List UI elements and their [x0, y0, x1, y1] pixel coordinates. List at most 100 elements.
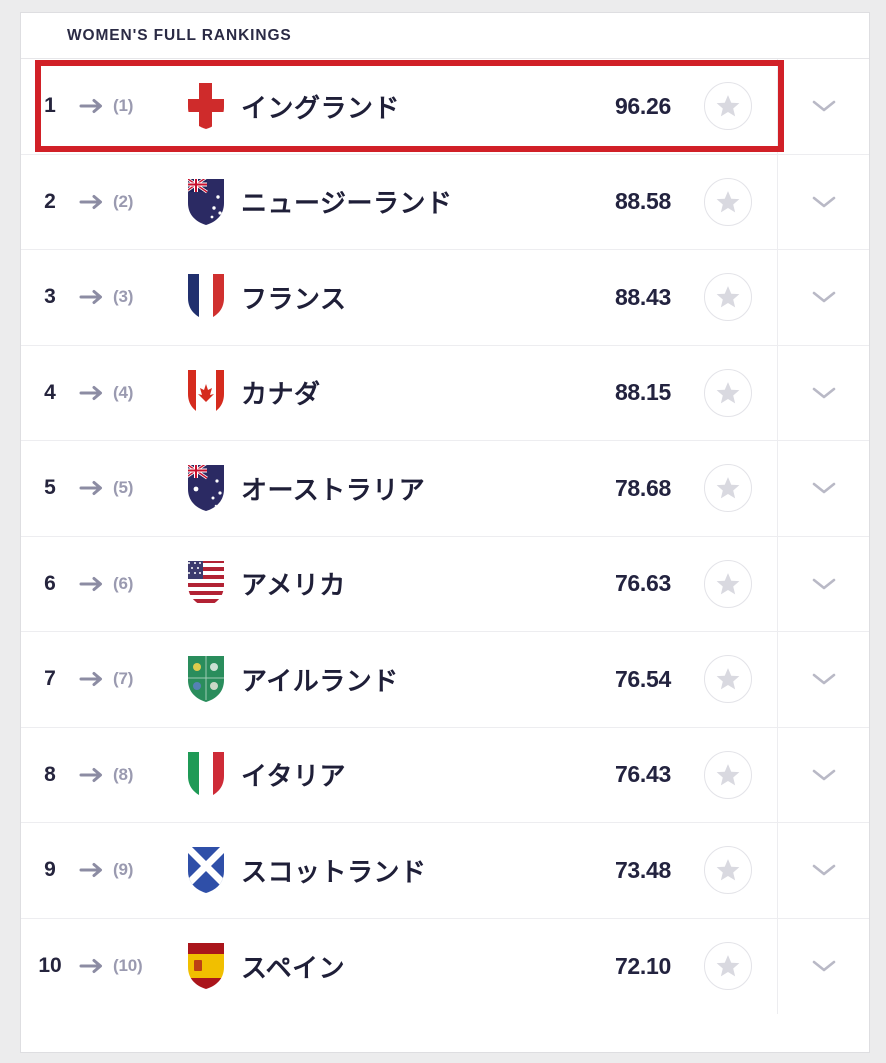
rank-number: 1 — [44, 94, 56, 118]
star-icon — [716, 381, 740, 404]
favorite-button[interactable] — [704, 942, 752, 991]
england-flag — [188, 83, 224, 130]
previous-rank: (9) — [113, 860, 134, 880]
rank-number: 3 — [44, 285, 56, 309]
team-points: 88.58 — [614, 188, 671, 215]
table-row[interactable]: 8 (8) イタリア 76.43 — [21, 727, 869, 823]
previous-rank: (3) — [113, 287, 134, 307]
team-flag — [175, 654, 237, 704]
team-points: 76.43 — [614, 761, 671, 788]
table-row[interactable]: 1 (1) イングランド 96.26 — [21, 59, 869, 155]
expand-row-button[interactable] — [777, 632, 869, 727]
table-row[interactable]: 4 (4) カナダ 88.15 — [21, 345, 869, 441]
table-row[interactable]: 10 (10) スペイン 72.10 — [21, 918, 869, 1014]
chevron-down-icon — [812, 960, 835, 972]
expand-row-button[interactable] — [777, 59, 869, 154]
expand-row-button[interactable] — [777, 441, 869, 536]
star-icon — [716, 572, 740, 595]
previous-rank: (4) — [113, 382, 134, 402]
expand-row-button[interactable] — [777, 727, 869, 822]
favorite-button[interactable] — [704, 273, 752, 322]
rank-number: 7 — [44, 667, 56, 691]
arrow-right-icon — [79, 767, 102, 782]
team-name: フランス — [241, 283, 347, 314]
table-row[interactable]: 7 (7) アイルランド 76.54 — [21, 632, 869, 728]
team-name: ニュージーランド — [241, 188, 453, 219]
team-name: カナダ — [241, 379, 321, 410]
panel-header: WOMEN'S FULL RANKINGS — [21, 13, 869, 59]
previous-rank: (7) — [113, 669, 134, 689]
team-name: アメリカ — [241, 570, 346, 601]
rank-movement: (10) — [79, 956, 175, 976]
rank-movement: (2) — [79, 192, 175, 212]
favorite-button[interactable] — [704, 559, 752, 608]
table-row[interactable]: 9 (9) スコットランド 73.48 — [21, 823, 869, 919]
expand-row-button[interactable] — [777, 823, 869, 918]
favorite-button[interactable] — [704, 846, 752, 895]
favorite-cell — [679, 82, 777, 131]
team-name: オーストラリア — [241, 474, 426, 505]
team-flag — [175, 368, 237, 418]
team-name: イタリア — [241, 761, 346, 792]
team-points: 73.48 — [614, 856, 671, 883]
france-flag — [188, 274, 224, 321]
expand-row-button[interactable] — [777, 250, 869, 345]
favorite-button[interactable] — [704, 368, 752, 417]
favorite-button[interactable] — [704, 750, 752, 799]
chevron-down-icon — [812, 673, 835, 685]
team-flag — [175, 272, 237, 322]
star-icon — [716, 955, 740, 977]
rank-number: 10 — [38, 954, 62, 978]
chevron-down-icon — [812, 578, 835, 590]
chevron-down-icon — [812, 864, 835, 876]
table-row[interactable]: 3 (3) フランス 88.43 — [21, 250, 869, 346]
team-name: アイルランド — [241, 665, 399, 696]
canada-flag — [188, 369, 224, 416]
previous-rank: (8) — [113, 764, 134, 784]
new-zealand-flag — [188, 178, 224, 225]
arrow-right-icon — [79, 959, 102, 974]
chevron-down-icon — [812, 100, 835, 112]
team-points: 78.68 — [614, 474, 671, 501]
team-flag — [175, 941, 237, 991]
arrow-right-icon — [79, 576, 102, 591]
expand-row-button[interactable] — [777, 918, 869, 1014]
star-icon — [716, 859, 740, 881]
team-points: 88.15 — [614, 379, 671, 406]
rank-movement: (6) — [79, 574, 175, 594]
rank-number: 4 — [44, 380, 56, 404]
chevron-down-icon — [812, 291, 835, 303]
previous-rank: (1) — [113, 96, 134, 116]
team-name: イングランド — [241, 92, 401, 123]
favorite-cell — [679, 655, 777, 704]
italy-flag — [188, 751, 224, 798]
team-points: 76.63 — [614, 570, 671, 597]
favorite-button[interactable] — [704, 177, 752, 226]
favorite-cell — [679, 177, 777, 226]
chevron-down-icon — [812, 482, 835, 494]
rank-movement: (1) — [79, 96, 175, 116]
favorite-button[interactable] — [704, 82, 752, 131]
previous-rank: (2) — [113, 191, 134, 211]
favorite-cell — [679, 273, 777, 322]
rank-number: 8 — [44, 762, 56, 786]
team-flag — [175, 750, 237, 800]
australia-flag — [188, 465, 224, 512]
table-row[interactable]: 6 (6) アメリカ 76.63 — [21, 536, 869, 632]
table-row[interactable]: 2 (2) ニュージーランド 88.58 — [21, 154, 869, 250]
favorite-button[interactable] — [704, 464, 752, 513]
arrow-right-icon — [79, 863, 102, 878]
rank-movement: (5) — [79, 478, 175, 498]
favorite-button[interactable] — [704, 655, 752, 704]
team-points: 76.54 — [614, 665, 671, 692]
previous-rank: (10) — [113, 956, 143, 976]
table-row[interactable]: 5 (5) オーストラリア 78.68 — [21, 441, 869, 537]
expand-row-button[interactable] — [777, 536, 869, 631]
star-icon — [716, 95, 740, 117]
expand-row-button[interactable] — [777, 154, 869, 249]
expand-row-button[interactable] — [777, 345, 869, 440]
arrow-right-icon — [79, 672, 102, 687]
rank-number: 2 — [44, 189, 56, 213]
team-points: 96.26 — [614, 92, 671, 119]
